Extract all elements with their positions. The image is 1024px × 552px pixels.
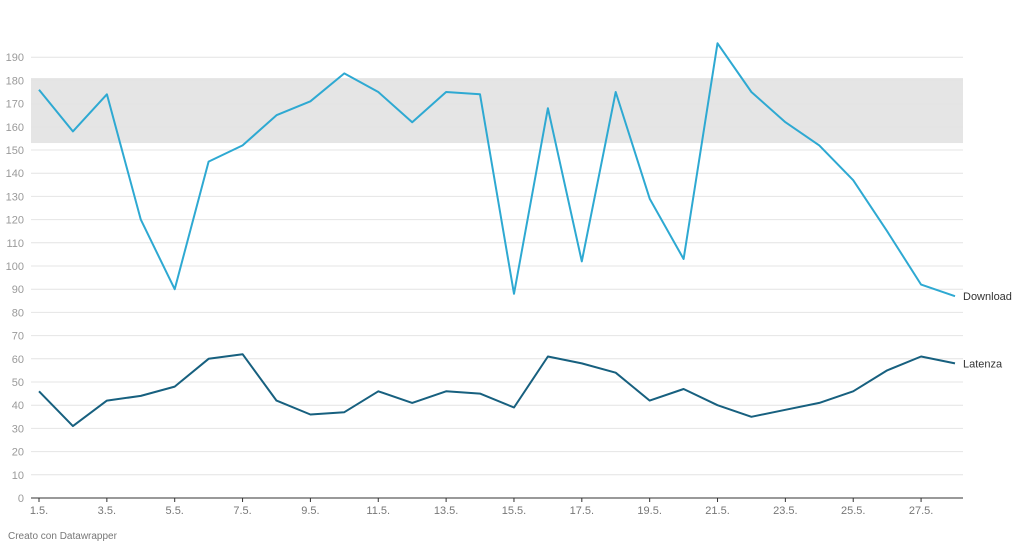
y-tick-label: 60 [12,354,24,366]
x-tick-label: 11.5. [366,505,390,517]
x-tick-label: 1.5. [30,505,48,517]
x-tick-label: 7.5. [233,505,251,517]
y-tick-label: 120 [6,215,24,227]
x-axis-ticks: 1.5. 3.5. 5.5. 7.5. 9.5. 11.5. 13.5. 15.5. 17.5.… [30,498,933,517]
series-lines [38,42,956,428]
y-tick-label: 0 [18,493,24,505]
y-tick-label: 170 [6,99,24,111]
y-tick-label: 110 [6,238,24,250]
x-tick-label: 5.5. [166,505,184,517]
x-tick-label: 23.5. [773,505,797,517]
highlight-band [31,78,963,144]
x-tick-label: 13.5. [434,505,458,517]
series-label-download: Download [963,291,1012,303]
series-labels: Download Latenza [963,291,1012,370]
y-tick-label: 100 [6,261,24,273]
x-tick-label: 27.5. [909,505,933,517]
series-line-download [38,42,956,298]
y-tick-label: 160 [6,122,24,134]
y-tick-label: 70 [12,331,24,343]
y-tick-label: 50 [12,377,24,389]
y-tick-label: 30 [12,423,24,435]
highlight-band-layer [31,78,963,144]
x-tick-label: 25.5. [841,505,865,517]
x-tick-label: 21.5. [705,505,729,517]
y-axis-ticks: 0 10 20 30 40 50 60 70 80 90 100 110 120 130 140 150 160… [6,52,24,505]
y-tick-label: 190 [6,52,24,64]
y-tick-label: 80 [12,307,24,319]
y-tick-label: 90 [12,284,24,296]
y-tick-label: 130 [6,191,24,203]
y-tick-label: 140 [6,168,24,180]
y-tick-label: 150 [6,145,24,157]
y-tick-label: 40 [12,400,24,412]
y-tick-label: 20 [12,447,24,459]
y-tick-label: 10 [12,470,24,482]
x-tick-label: 9.5. [301,505,319,517]
x-tick-label: 15.5. [502,505,526,517]
x-tick-label: 3.5. [98,505,116,517]
footer-credit: Creato con Datawrapper [8,531,117,542]
x-tick-label: 17.5. [570,505,594,517]
x-tick-label: 19.5. [637,505,661,517]
series-label-latenza: Latenza [963,358,1003,370]
series-line-latenza [38,353,956,428]
y-tick-label: 180 [6,75,24,87]
